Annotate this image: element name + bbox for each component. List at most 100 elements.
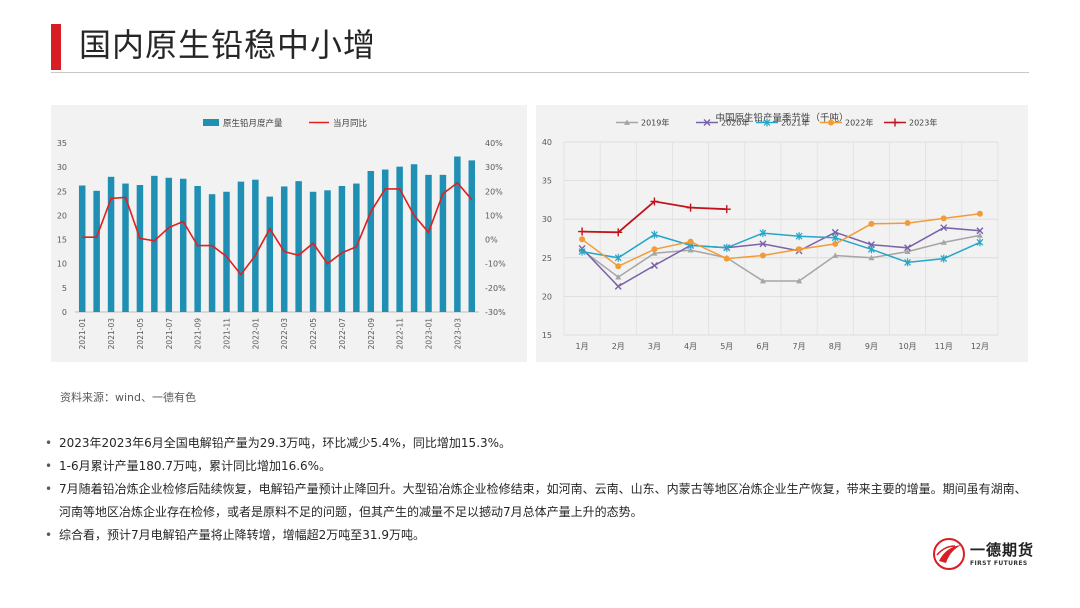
data-point-2020年 xyxy=(904,244,912,252)
bar-monthly-output xyxy=(122,183,129,312)
title-divider xyxy=(51,72,1029,73)
bar-monthly-output xyxy=(194,185,201,312)
left-y-tick-label: 35 xyxy=(57,139,67,148)
chart-title: 中国原生铅产量季节性（千吨） xyxy=(715,112,848,124)
x-tick-label: 6月 xyxy=(756,342,769,351)
y-tick-label: 30 xyxy=(542,215,552,224)
left-y-tick-label: 15 xyxy=(57,236,67,245)
data-point-2021年 xyxy=(723,243,731,252)
x-tick-label: 2022-09 xyxy=(367,318,376,350)
data-point-2021年 xyxy=(578,247,586,256)
data-point-2022年 xyxy=(723,255,730,262)
data-point-2023年 xyxy=(614,228,623,237)
page-title: 国内原生铅稳中小增 xyxy=(79,26,377,64)
data-point-2022年 xyxy=(976,210,983,217)
y-tick-label: 20 xyxy=(542,292,552,301)
bar-monthly-output xyxy=(179,178,187,312)
data-point-2022年 xyxy=(796,246,803,253)
data-point-2021年 xyxy=(650,230,658,239)
x-tick-label: 2022-05 xyxy=(309,318,318,350)
bar-monthly-output xyxy=(353,183,360,312)
legend-label: 当月同比 xyxy=(333,118,367,129)
data-point-2019年 xyxy=(651,250,658,256)
bar-monthly-output xyxy=(252,179,259,312)
bar-monthly-output xyxy=(324,190,331,312)
bar-monthly-output xyxy=(425,174,432,312)
data-point-2021年 xyxy=(614,253,622,262)
right-y-tick-label: 40% xyxy=(485,139,503,148)
data-point-2019年 xyxy=(832,252,839,258)
legend-swatch-marker xyxy=(624,119,630,125)
data-point-2022年 xyxy=(615,263,622,270)
y-tick-label: 15 xyxy=(542,331,552,340)
bar-monthly-output xyxy=(266,196,274,312)
data-point-2020年 xyxy=(831,228,839,236)
bar-monthly-output xyxy=(410,164,418,312)
data-point-2020年 xyxy=(759,240,767,248)
bar-monthly-output xyxy=(396,166,403,312)
right-y-tick-label: 30% xyxy=(485,163,503,172)
data-point-2019年 xyxy=(796,277,803,284)
bar-monthly-output xyxy=(208,194,216,312)
series-line-2022年 xyxy=(581,213,980,268)
data-point-2022年 xyxy=(832,240,839,247)
bar-monthly-output xyxy=(338,185,346,312)
data-point-2022年 xyxy=(759,252,766,259)
x-tick-label: 2021-05 xyxy=(136,318,145,350)
series-line-yoy xyxy=(82,181,473,276)
series-line-2021年 xyxy=(581,232,981,264)
data-point-2021年 xyxy=(976,238,984,247)
x-tick-label: 2021-11 xyxy=(223,318,232,350)
series-line-2020年 xyxy=(581,226,980,288)
x-tick-label: 2023-03 xyxy=(453,318,462,350)
bar-monthly-output xyxy=(107,176,115,312)
right-y-tick-label: -30% xyxy=(485,308,506,317)
x-tick-label: 2021-09 xyxy=(194,318,203,350)
data-point-2022年 xyxy=(904,220,911,227)
x-tick-label: 3月 xyxy=(648,342,661,351)
data-point-2019年 xyxy=(976,232,983,238)
monthly-output-chart-panel: 0 5 10 15 20 25 30 35 -30% -20% -10% 0% 10% 20% 30% 40%… xyxy=(51,105,527,362)
data-point-2022年 xyxy=(579,236,586,243)
x-tick-label: 11月 xyxy=(935,342,953,351)
y-tick-label: 40 xyxy=(542,138,552,147)
bar-monthly-output xyxy=(454,156,461,312)
data-point-2021年 xyxy=(867,245,875,254)
left-y-tick-label: 0 xyxy=(62,308,67,317)
legend-label: 2023年 xyxy=(909,118,937,128)
right-y-tick-label: 20% xyxy=(485,187,503,196)
right-y-tick-label: 10% xyxy=(485,211,503,220)
bullet-item: 7月随着铅冶炼企业检修后陆续恢复，电解铅产量预计止降回升。大型铅冶炼企业检修结束… xyxy=(45,478,1035,524)
title-accent-bar xyxy=(51,24,61,70)
monthly-output-chart: 0 5 10 15 20 25 30 35 -30% -20% -10% 0% 10% 20% 30% 40%… xyxy=(57,118,506,350)
bar-monthly-output xyxy=(151,175,158,312)
left-y-tick-label: 20 xyxy=(57,211,67,220)
data-point-2022年 xyxy=(651,246,658,253)
bar-monthly-output xyxy=(367,171,375,312)
legend-label: 2021年 xyxy=(781,118,809,128)
left-y-tick-label: 25 xyxy=(57,187,67,196)
bar-monthly-output xyxy=(165,177,173,312)
x-tick-label: 2022-07 xyxy=(338,318,347,350)
bar-monthly-output xyxy=(78,185,86,312)
data-point-2022年 xyxy=(940,215,947,222)
data-point-2019年 xyxy=(759,277,766,284)
data-point-2023年 xyxy=(686,203,695,212)
legend-label: 2019年 xyxy=(641,118,669,128)
x-tick-label: 2021-01 xyxy=(78,318,87,350)
logo-subtitle: FIRST FUTURES xyxy=(970,560,1028,567)
data-point-2023年 xyxy=(650,197,659,206)
x-tick-label: 2022-03 xyxy=(280,318,289,350)
bar-monthly-output xyxy=(468,160,476,312)
x-tick-label: 1月 xyxy=(576,342,589,351)
right-y-tick-label: -20% xyxy=(485,284,506,293)
legend-swatch-bar xyxy=(203,119,219,126)
data-point-2021年 xyxy=(940,254,948,263)
data-point-2021年 xyxy=(831,233,839,242)
data-point-2019年 xyxy=(940,239,947,245)
bullet-item: 综合看，预计7月电解铅产量将止降转增，增幅超2万吨至31.9万吨。 xyxy=(45,524,1035,547)
series-line-2023年 xyxy=(582,200,727,234)
source-note: 资料来源：wind、一德有色 xyxy=(60,391,197,404)
legend-swatch-marker xyxy=(828,119,834,126)
x-tick-label: 2月 xyxy=(612,342,625,351)
